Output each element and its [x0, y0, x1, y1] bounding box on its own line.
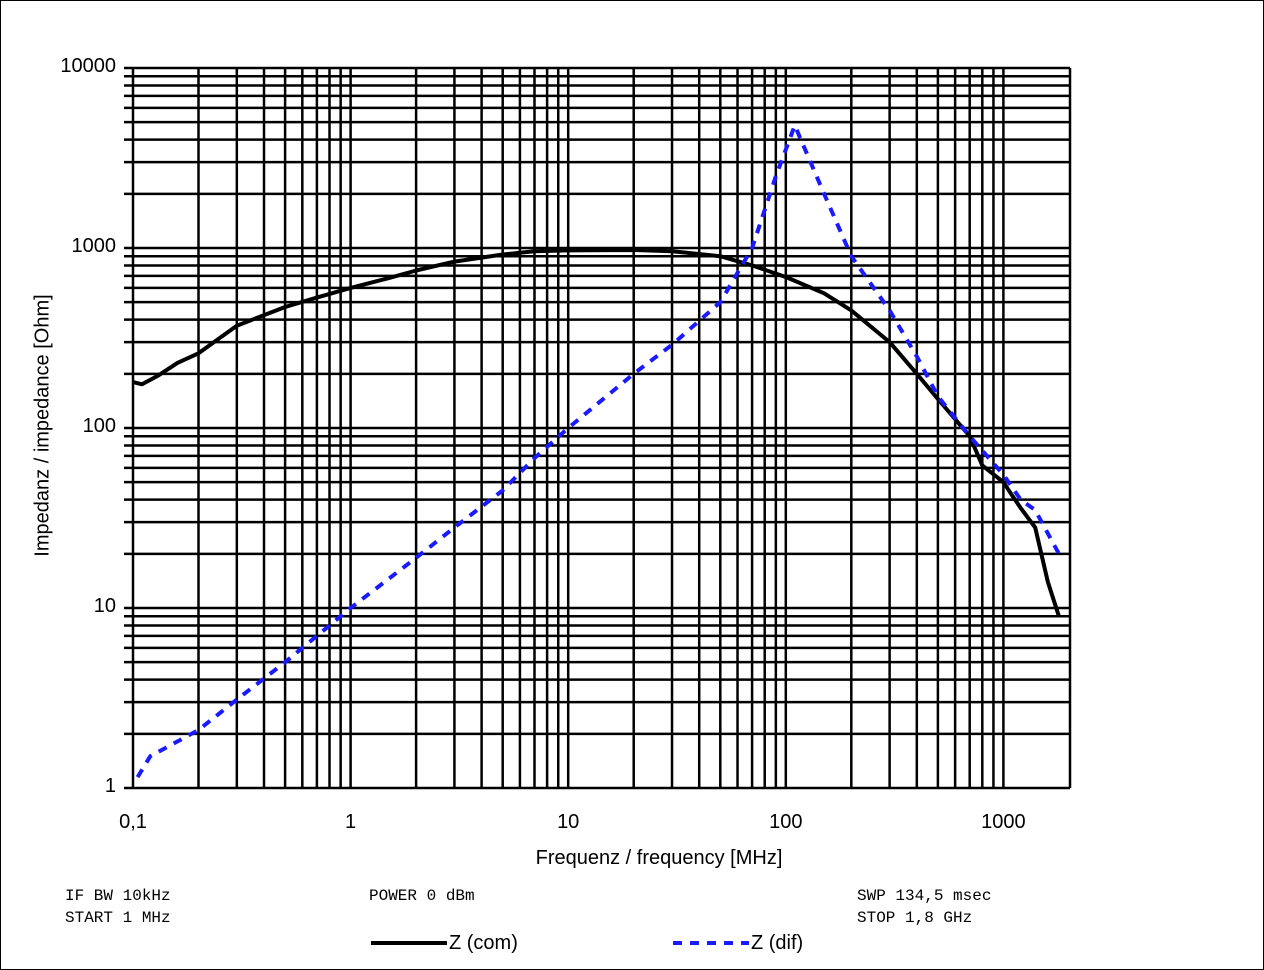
x-tick-label: 100	[769, 811, 803, 833]
info-start: START 1 MHz	[65, 909, 171, 927]
x-axis-label: Frequenz / frequency [MHz]	[535, 847, 783, 869]
info-power: POWER 0 dBm	[369, 887, 475, 905]
grid	[124, 66, 1072, 790]
legend-label-z-com: Z (com)	[449, 932, 518, 954]
y-tick-label: 10	[93, 595, 116, 617]
x-tick-label: 1000	[981, 811, 1026, 833]
y-axis-label: Impedanz / impedance [Ohm]	[31, 294, 54, 557]
x-tick-label: 1	[345, 811, 357, 833]
x-tick-label: 10	[557, 811, 580, 833]
y-tick-label: 1	[104, 775, 116, 797]
y-tick-label: 1000	[71, 235, 117, 257]
y-tick-label: 100	[82, 415, 116, 437]
info-stop: STOP 1,8 GHz	[857, 909, 973, 927]
series-line-z-com	[132, 248, 1061, 617]
info-sweep: SWP 134,5 msec	[857, 887, 992, 905]
series-layer	[132, 123, 1061, 779]
info-if-bw: IF BW 10kHz	[65, 887, 171, 905]
y-tick-label: 10000	[60, 55, 116, 77]
x-tick-label: 0,1	[119, 811, 147, 833]
series-line-z-dif	[135, 123, 1061, 779]
legend-label-z-dif: Z (dif)	[751, 932, 804, 954]
